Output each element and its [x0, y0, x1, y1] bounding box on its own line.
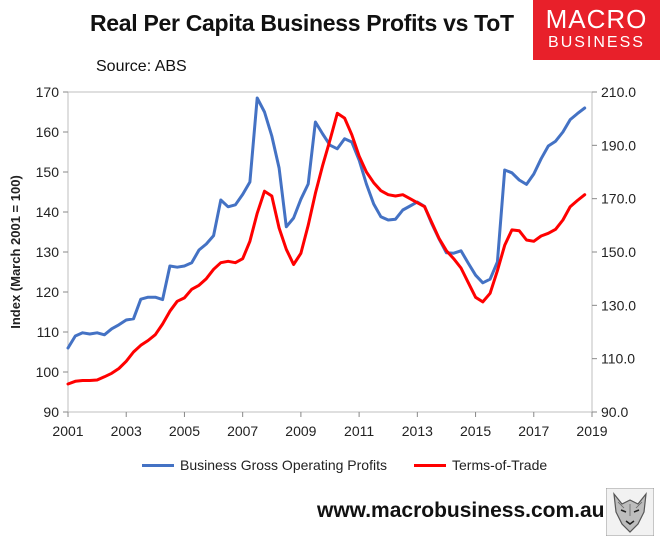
x-tick-label: 2019 [576, 423, 607, 439]
legend-swatch-tot [414, 463, 446, 467]
y-left-tick-label: 160 [36, 124, 60, 140]
y-axis-title: Index (March 2001 = 100) [8, 175, 23, 329]
series-line-profits [66, 96, 587, 350]
x-tick-label: 2003 [111, 423, 142, 439]
legend-label-profits: Business Gross Operating Profits [180, 457, 387, 473]
y-left-tick-label: 140 [36, 204, 60, 220]
legend-item-tot: Terms-of-Trade [414, 457, 547, 473]
x-tick-label: 2017 [518, 423, 549, 439]
x-tick-label: 2001 [52, 423, 83, 439]
y-left-tick-label: 110 [37, 324, 60, 340]
y-left-tick-label: 170 [36, 84, 60, 100]
legend-label-tot: Terms-of-Trade [452, 457, 548, 473]
line-chart: 90 100 110 120 130 140 150 160 170 90.0 110.0 130.0… [8, 84, 636, 439]
y-right-tick-label: 190.0 [601, 137, 636, 153]
x-tick-label: 2007 [227, 423, 258, 439]
series-line-terms-of-trade [66, 111, 587, 386]
y-right-tick-label: 210.0 [601, 84, 636, 100]
chart-legend: Business Gross Operating Profits Terms-o… [0, 457, 660, 479]
x-tick-label: 2013 [402, 423, 433, 439]
y-right-tick-label: 90.0 [601, 404, 628, 420]
x-tick-label: 2009 [285, 423, 316, 439]
source-label: Source: ABS [96, 58, 187, 75]
macrobusiness-logo[interactable]: MACRO BUSINESS [533, 0, 660, 60]
y-right-tick-label: 170.0 [601, 191, 636, 207]
page-title: Real Per Capita Business Profits vs ToT [90, 10, 514, 36]
x-tick-label: 2015 [460, 423, 491, 439]
y-left-tick-label: 120 [36, 284, 60, 300]
y-left-tick-label: 100 [36, 364, 60, 380]
y-left-tick-label: 150 [36, 164, 60, 180]
wolf-head-icon [606, 488, 654, 536]
y-right-tick-label: 110.0 [601, 351, 635, 367]
y-left-tick-label: 90 [43, 404, 59, 420]
y-right-tick-label: 150.0 [601, 244, 636, 260]
x-tick-label: 2011 [344, 423, 374, 439]
legend-swatch-profits [142, 463, 174, 467]
y-right-tick-label: 130.0 [601, 297, 636, 313]
x-tick-label: 2005 [169, 423, 200, 439]
logo-line-business: BUSINESS [548, 34, 645, 51]
logo-line-macro: MACRO [545, 4, 648, 34]
y-left-tick-label: 130 [36, 244, 60, 260]
footer-url[interactable]: www.macrobusiness.com.au [317, 499, 605, 522]
legend-item-profits: Business Gross Operating Profits [142, 457, 387, 473]
